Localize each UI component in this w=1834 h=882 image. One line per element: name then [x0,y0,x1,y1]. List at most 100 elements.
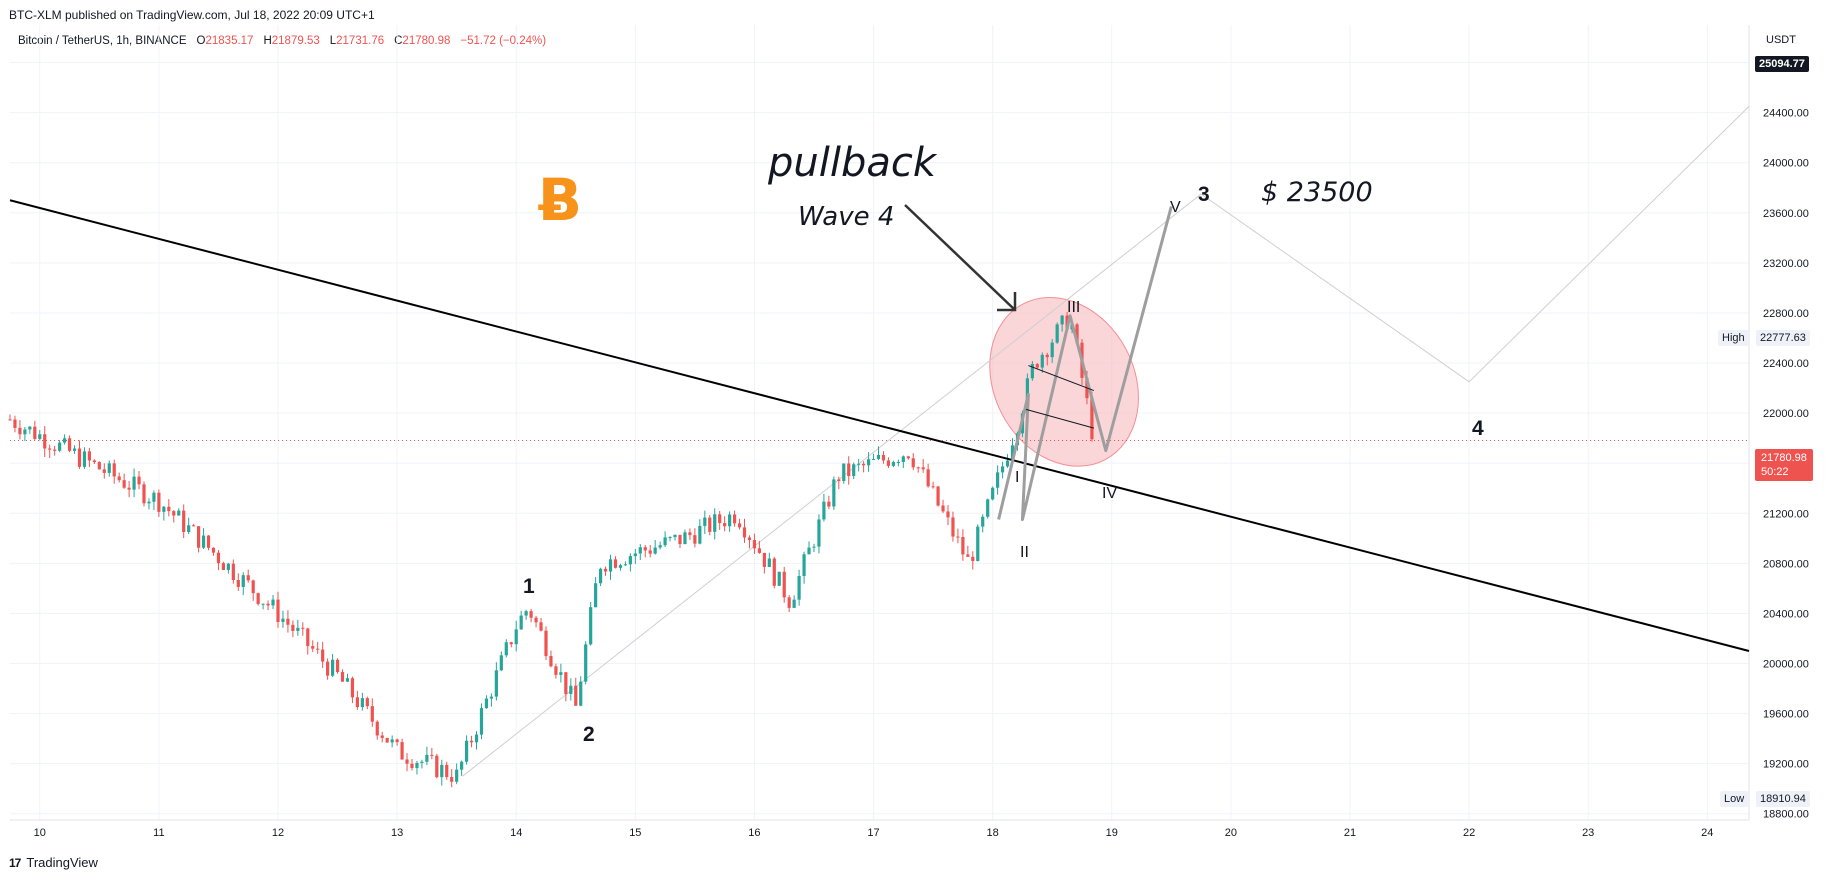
candle-body [107,463,111,473]
flag-channel-top [1028,365,1095,392]
time-tick-label: 10 [34,827,46,839]
footer[interactable]: 17 TradingView [9,855,98,870]
tradingview-logo-icon: 17 [9,855,21,870]
candle-body [375,721,379,736]
high-label: H [263,35,272,47]
subwave-label-ii[interactable]: II [1020,544,1029,561]
candle-body [837,479,841,482]
candle-body [1075,324,1079,343]
price-tick-label: 24000.00 [1763,158,1809,170]
candle-body [152,492,156,502]
candle-body [628,556,632,565]
subwave-label-i[interactable]: I [1015,469,1020,486]
candle-body [420,761,424,763]
candle-body [638,547,642,554]
candle-body [564,672,568,694]
candle-body [231,563,235,580]
candle-body [534,617,538,623]
high-value: 21879.53 [271,35,320,47]
candle-body [613,559,618,568]
candle-body [896,461,900,463]
candle-body [132,476,136,490]
symbol-name[interactable]: Bitcoin / TetherUS, 1h, BINANCE [18,35,187,47]
pullback-annotation[interactable]: pullback [768,140,937,186]
candle-body [410,763,414,769]
candle-body [271,599,275,606]
change-value: −51.72 (−0.24%) [460,35,547,47]
candle-body [53,449,57,451]
candle-body [425,754,429,762]
candle-body [737,523,742,528]
target-annotation[interactable]: $ 23500 [1261,177,1373,208]
candle-body [137,476,141,485]
wave-label-3[interactable]: 3 [1198,183,1210,206]
subwave-label-iv[interactable]: IV [1102,485,1118,502]
candle-body [67,438,72,451]
candle-body [484,698,489,709]
candle-body [549,655,553,667]
candle-body [435,755,439,778]
candle-body [87,451,92,461]
time-tick-label: 19 [1106,827,1118,839]
descending-trendline [9,199,1750,652]
candle-body [112,463,116,477]
candle-body [996,472,1000,488]
close-label: C [394,35,403,47]
candle-body [440,764,444,778]
time-tick-label: 23 [1582,827,1594,839]
candle-body [400,742,404,760]
wave-label-4[interactable]: 4 [1472,417,1484,440]
candle-body [182,510,186,533]
candle-body [648,550,652,554]
candle-body [147,501,151,504]
price-tick-label: 18800.00 [1763,809,1809,821]
candle-body [28,426,32,430]
candle-body [767,558,771,567]
candle-body [1055,324,1059,343]
time-tick-label: 18 [987,827,999,839]
candle-body [261,603,265,605]
last-price-badge: 21780.98 50:22 [1755,449,1813,481]
candle-body [673,534,677,538]
candle-body [901,456,905,462]
wave4-annotation[interactable]: Wave 4 [798,202,895,232]
candle-body [713,514,717,532]
time-axis[interactable]: 10 11 12 13 14 15 16 17 18 19 20 21 22 23 24 [34,827,1714,839]
candle-body [489,696,494,699]
candle-body [976,526,980,561]
candle-body [772,558,776,586]
candle-body [266,603,270,606]
candle-body [762,552,766,567]
candle-body [102,469,106,473]
candle-body [643,547,647,551]
candle-body [812,546,816,548]
candle-body [708,517,712,532]
candle-body [1010,445,1015,461]
wave-label-1[interactable]: 1 [523,575,535,598]
arrow-head-icon [997,292,1017,312]
candle-body [251,580,255,594]
price-top-badge: 25094.77 [1755,56,1809,72]
candle-body [589,607,593,645]
time-tick-label: 15 [629,827,641,839]
candle-body [693,535,697,544]
candle-body [559,672,563,675]
candle-body [519,615,523,630]
open-label: O [196,35,206,47]
wave-label-2[interactable]: 2 [583,723,595,746]
low-marker-value: 18910.94 [1756,791,1810,807]
candle-body [33,426,37,439]
candle-body [981,516,985,527]
candle-body [921,467,925,470]
price-tick-label: 20000.00 [1763,659,1809,671]
candle-body [499,655,503,671]
subwave-label-iii[interactable]: III [1067,299,1081,316]
price-axis[interactable]: 18800.00 19200.00 19600.00 20000.00 20400.00… [1763,58,1809,821]
candle-body [291,624,295,631]
subwave-label-v[interactable]: V [1170,199,1181,216]
currency-label: USDT [1766,34,1796,46]
candle-body [971,556,975,561]
candle-body [871,458,876,460]
candle-body [18,427,22,435]
